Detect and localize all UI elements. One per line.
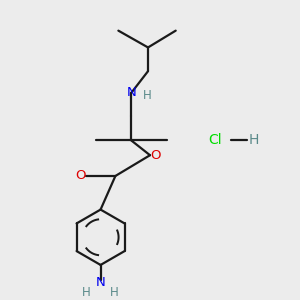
Text: N: N xyxy=(96,276,105,289)
Text: Cl: Cl xyxy=(208,134,222,147)
Text: O: O xyxy=(76,169,86,182)
Text: H: H xyxy=(82,286,91,299)
Text: H: H xyxy=(143,89,152,102)
Text: O: O xyxy=(151,149,161,162)
Text: H: H xyxy=(249,134,259,147)
Text: N: N xyxy=(126,86,136,99)
Text: H: H xyxy=(110,286,119,299)
